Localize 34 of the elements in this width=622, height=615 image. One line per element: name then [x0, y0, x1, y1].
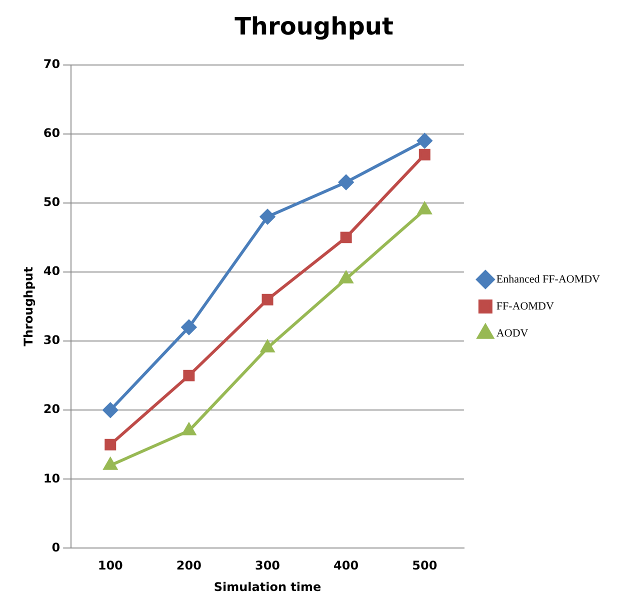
point [338, 174, 354, 190]
legend-label: AODV [496, 327, 528, 340]
y-tick-label: 0 [52, 540, 60, 554]
point [260, 209, 276, 224]
point [418, 148, 430, 160]
y-axis-title: Throughput [21, 266, 36, 346]
x-tick-label: 400 [334, 558, 359, 573]
y-tick-label: 10 [43, 471, 60, 486]
x-tick-label: 100 [98, 558, 123, 573]
x-tick-label: 200 [176, 558, 202, 573]
x-tick-label: 500 [412, 558, 438, 573]
y-tick-label: 70 [43, 56, 60, 71]
point [340, 232, 352, 244]
y-tick-label: 40 [43, 264, 60, 278]
point [260, 340, 274, 352]
point [104, 438, 116, 450]
y-tick-label: 30 [43, 333, 60, 348]
legend-label: FF-AOMDV [496, 300, 554, 312]
point [102, 402, 118, 418]
point [183, 370, 195, 382]
point [418, 202, 432, 214]
legend-label: Enhanced FF-AOMDV [496, 273, 600, 286]
point [182, 423, 196, 436]
point [181, 320, 196, 335]
point [104, 458, 118, 470]
x-tick-label: 300 [254, 558, 280, 573]
y-tick-label: 50 [43, 195, 60, 210]
chart-title: Throughput [234, 12, 394, 41]
y-tick-label: 60 [43, 126, 60, 140]
point [339, 271, 353, 284]
y-tick-label: 20 [43, 402, 60, 416]
point [417, 133, 432, 148]
x-axis-title: Simulation time [214, 580, 322, 594]
point [262, 294, 274, 306]
